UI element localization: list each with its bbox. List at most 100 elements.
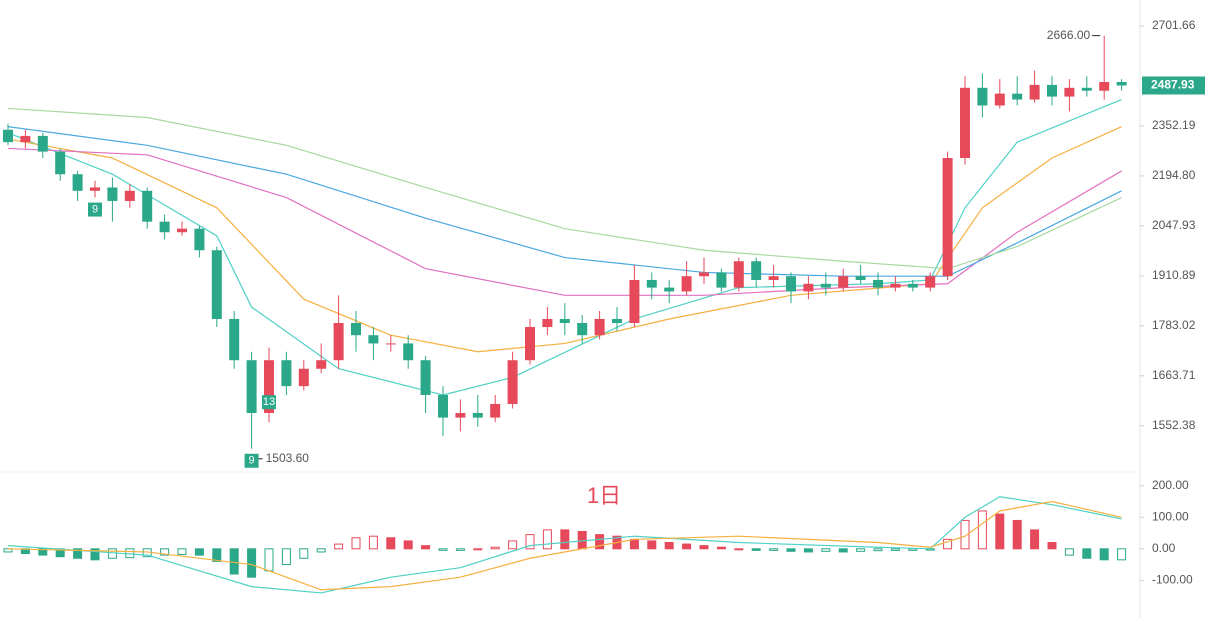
macd-bar [455,548,465,551]
candle-body [855,276,866,280]
candle-body [142,190,153,222]
macd-bar [821,548,831,552]
macd-bar [1082,548,1092,559]
macd-bar [664,542,674,550]
candle-body [20,135,31,143]
macd-bar [1047,542,1057,550]
high-label: 2666.00 [1047,28,1091,42]
candle-body [542,318,553,328]
y-tick-label: 2352.19 [1152,118,1196,132]
macd-bar [473,548,483,551]
macd-bar [1012,519,1022,550]
candle-body [751,261,762,280]
macd-bar [856,548,866,552]
macd-bar [629,538,639,550]
candle-body [211,250,222,319]
macd-bar [508,540,518,550]
candle-body [577,323,588,336]
candle-body [246,360,257,414]
macd-bar [995,513,1005,550]
candle-body [716,272,727,288]
last-price-tag [1142,76,1205,95]
candle-body [472,413,483,418]
y-tick-label: 100.00 [1152,509,1189,523]
candle-body [664,287,675,292]
macd-bar [838,548,848,553]
y-tick-label: 1910.89 [1152,268,1196,282]
candle-body [646,279,657,288]
macd-bar [421,545,431,550]
candle-body [838,276,849,288]
macd-bar [3,548,13,553]
td-marker-label: 9 [92,203,98,215]
candle-body [177,228,187,233]
candle-body [490,403,501,418]
candle-body [403,343,414,361]
macd-bar [525,534,535,550]
macd-bar [403,540,413,550]
candle-body [820,283,831,288]
td-marker [262,395,276,410]
macd-bar [595,534,605,550]
candle-body [699,272,709,277]
macd-bar [890,548,900,551]
macd-bar [194,548,204,556]
macd-bar [334,543,344,550]
candle-body [385,343,396,345]
y-tick-label: 1552.38 [1152,418,1196,432]
macd-bar [1099,548,1109,561]
candle-body [298,368,309,387]
candle-body [90,187,100,191]
indicator-line [7,500,1122,591]
macd-bar [769,548,779,551]
macd-bar [490,546,500,550]
indicator-line [7,107,1122,270]
interval-label: 1日 [587,483,621,508]
candle-body [159,221,170,233]
y-tick-label: 2701.66 [1152,18,1196,32]
macd-bar [1064,548,1074,556]
candle-body [768,276,779,280]
macd-bar [73,548,83,559]
candle-body [942,158,953,277]
macd-bar [316,548,326,553]
candle-body [351,323,361,336]
candle-body [733,261,744,288]
macd-bar [943,538,953,550]
macd-bar [908,548,918,551]
candle-body [333,323,344,361]
candle-body [559,318,570,324]
candle-body [1081,87,1092,91]
candle-body [803,283,814,292]
macd-bar [351,537,361,550]
macd-bar [212,548,222,562]
td-marker-label: 13 [263,396,275,408]
candle-body [37,135,48,152]
candle-body [786,276,796,292]
td-marker [88,202,102,217]
macd-bar [786,548,796,552]
macd-bar [873,548,883,552]
indicator-line [7,98,1122,396]
y-tick-label: 0.00 [1152,541,1176,555]
candle-body [925,276,936,288]
candle-body [681,276,692,292]
indicator-line [7,126,1122,353]
macd-bar [299,548,309,559]
last-price-label: 2487.93 [1151,78,1195,92]
candle-body [107,187,118,201]
macd-bar [38,548,48,556]
candle-body [960,87,970,159]
candle-body [612,318,622,324]
candle-body [873,279,883,288]
macd-bar [177,548,187,555]
candle-body [455,413,466,418]
macd-bar [1117,548,1127,561]
candle-body [316,360,327,369]
candle-body [994,93,1005,106]
low-label: 1503.60 [266,451,310,465]
candle-body [194,228,205,251]
macd-bar [542,529,552,550]
candle-body [420,360,431,395]
